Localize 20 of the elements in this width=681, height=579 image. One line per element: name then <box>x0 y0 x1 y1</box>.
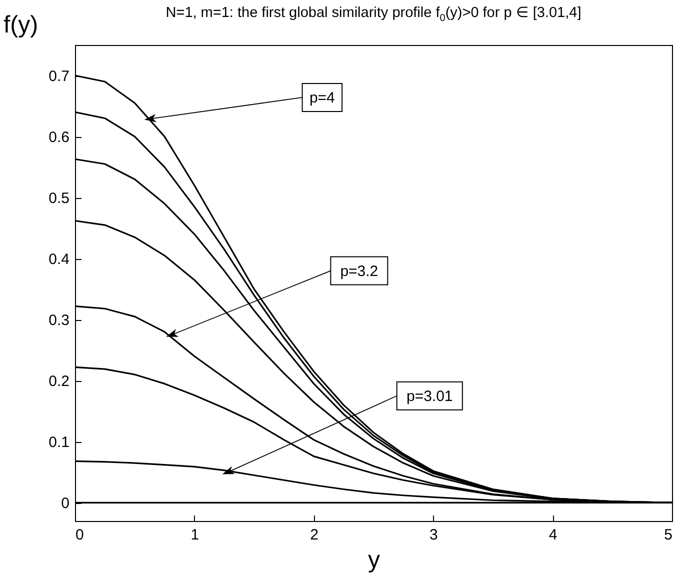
x-tick-label: 2 <box>310 526 318 544</box>
x-tick-label: 4 <box>548 526 558 544</box>
annotation: p=3.2 <box>340 262 378 280</box>
y-tick-label: 0.2 <box>48 373 70 390</box>
y-tick-label: 0.7 <box>48 68 70 86</box>
annotation: p=4 <box>309 89 335 106</box>
y-tick-label: 0.1 <box>48 434 70 452</box>
x-tick-label: 3 <box>430 526 438 544</box>
x-axis-title: y <box>368 546 380 574</box>
chart-title: N=1, m=1: the first global similarity profile f$_{0}$(y)>0 for p ∈ [3.01,4] <box>164 4 582 24</box>
y-tick-label: 0.6 <box>48 129 70 146</box>
y-tick-label: 0.3 <box>48 312 70 330</box>
y-axis-title: f(y) <box>4 12 38 38</box>
x-tick-label: 1 <box>190 526 200 544</box>
y-tick-label: 0.5 <box>48 190 70 208</box>
x-tick-label: 0 <box>76 526 84 544</box>
y-tick-label: 0 <box>61 495 70 512</box>
y-tick-label: 0.4 <box>48 251 70 268</box>
x-tick-label: 5 <box>664 526 672 544</box>
annotation: p=3.01 <box>406 388 453 405</box>
